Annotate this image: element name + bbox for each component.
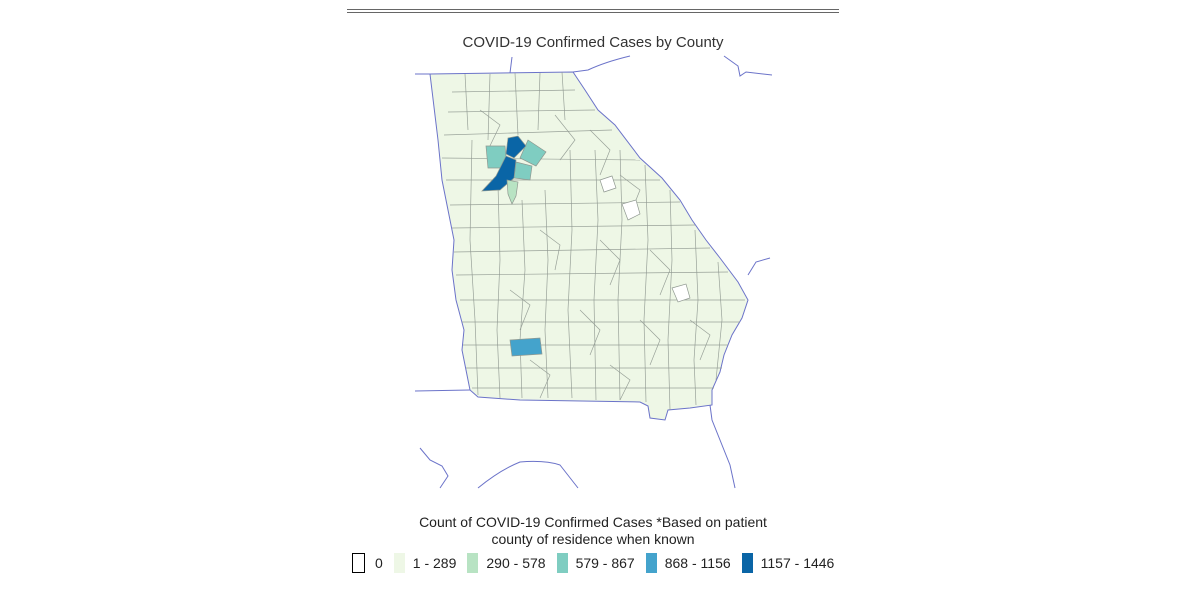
county-borders [441, 71, 745, 411]
legend: 0 1 - 289 290 - 578 579 - 867 868 - 1156… [352, 551, 845, 575]
top-divider [347, 9, 839, 13]
legend-item-5: 1157 - 1446 [741, 553, 835, 573]
legend-swatch-1 [393, 553, 405, 573]
legend-item-2: 290 - 578 [467, 553, 546, 573]
legend-swatch-2 [467, 553, 479, 573]
county-zero-1 [599, 175, 617, 193]
map-title: COVID-19 Confirmed Cases by County [462, 34, 724, 51]
legend-swatch-4 [645, 553, 657, 573]
legend-label-1: 1 - 289 [412, 555, 457, 571]
legend-title-line-2: county of residence when known [491, 531, 695, 547]
legend-label-5: 1157 - 1446 [760, 555, 835, 571]
legend-swatch-0 [352, 553, 365, 573]
legend-swatch-5 [741, 553, 753, 573]
county-868-1156-dougherty [509, 337, 543, 357]
legend-item-0: 0 [352, 553, 383, 573]
legend-title-line-1: Count of COVID-19 Confirmed Cases *Based… [419, 514, 767, 530]
county-zero-3 [671, 283, 691, 303]
county-1157-1446-north [505, 135, 527, 159]
legend-title: Count of COVID-19 Confirmed Cases *Based… [347, 514, 839, 548]
county-290-578 [506, 179, 519, 205]
neighbor-state-borders [414, 55, 773, 489]
county-579-867-east [519, 139, 547, 167]
highlighted-counties [481, 135, 547, 357]
legend-item-1: 1 - 289 [393, 553, 457, 573]
legend-label-3: 579 - 867 [575, 555, 635, 571]
legend-label-4: 868 - 1156 [664, 555, 731, 571]
legend-label-0: 0 [375, 555, 383, 571]
legend-item-3: 579 - 867 [556, 553, 635, 573]
legend-item-4: 868 - 1156 [645, 553, 731, 573]
zero-case-counties [599, 175, 691, 303]
legend-label-2: 290 - 578 [486, 555, 546, 571]
county-zero-2 [621, 199, 641, 221]
legend-swatch-3 [556, 553, 568, 573]
